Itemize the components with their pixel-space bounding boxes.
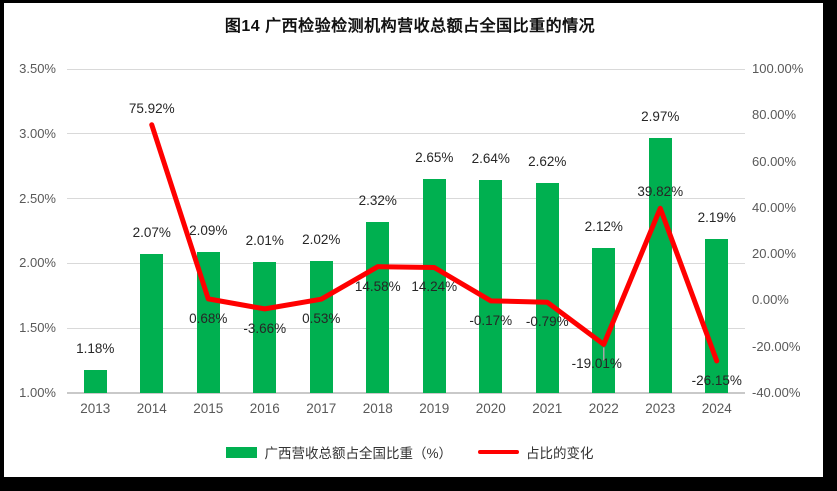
chart-canvas xyxy=(4,3,823,477)
gridline xyxy=(67,133,745,135)
bar xyxy=(83,369,107,393)
y-axis-tick-left: 2.00% xyxy=(19,255,56,271)
line-data-label: -26.15% xyxy=(691,372,742,388)
x-axis-label: 2019 xyxy=(419,401,450,416)
legend-line-swatch-icon xyxy=(478,450,519,454)
chart-title: 图14 广西检验检测机构营收总额占全国比重的情况 xyxy=(224,18,596,35)
line-data-label: 14.58% xyxy=(354,278,401,294)
legend-bar-series-label: 广西营收总额占全国比重（%） xyxy=(264,446,452,461)
y-axis-tick-right: 80.00% xyxy=(752,107,797,123)
bar xyxy=(648,137,672,393)
line-data-label: 0.68% xyxy=(189,310,228,326)
bar xyxy=(253,262,277,393)
gridline xyxy=(67,262,745,264)
y-axis-tick-left: 1.50% xyxy=(19,320,56,336)
line-data-label: 39.82% xyxy=(637,184,684,200)
x-axis-label: 2023 xyxy=(645,401,676,416)
bar-data-label: 2.97% xyxy=(641,108,680,124)
bar xyxy=(705,238,729,393)
line-data-label: 14.24% xyxy=(411,279,458,295)
x-axis-label: 2016 xyxy=(249,401,280,416)
bar xyxy=(140,254,164,393)
y-axis-tick-right: 20.00% xyxy=(752,246,797,262)
x-axis-label: 2020 xyxy=(475,401,506,416)
x-axis-line xyxy=(67,392,745,394)
bar-data-label: 2.62% xyxy=(528,154,567,170)
x-axis-label: 2014 xyxy=(136,401,167,416)
x-axis-label: 2024 xyxy=(701,401,732,416)
line-data-label: -19.01% xyxy=(571,356,622,372)
x-axis-label: 2021 xyxy=(532,401,563,416)
line-data-label: -0.17% xyxy=(469,312,513,328)
x-axis-label: 2013 xyxy=(80,401,111,416)
legend: 广西营收总额占全国比重（%） 占比的变化 xyxy=(0,443,820,461)
line-data-label: 75.92% xyxy=(128,100,175,116)
bar-data-label: 2.02% xyxy=(302,231,341,247)
bar xyxy=(422,179,446,393)
bar xyxy=(479,180,503,393)
bar-data-label: 2.64% xyxy=(471,151,510,167)
y-axis-tick-left: 1.00% xyxy=(19,385,56,400)
trend-line xyxy=(149,122,720,364)
line-data-label: 0.53% xyxy=(302,311,341,327)
x-axis-label: 2022 xyxy=(588,401,619,416)
bar-data-label: 2.12% xyxy=(584,218,623,234)
x-axis-label: 2015 xyxy=(193,401,224,416)
gridline xyxy=(67,68,745,70)
bar-data-label: 2.32% xyxy=(358,192,397,208)
y-axis-tick-right: 100.00% xyxy=(752,61,804,76)
y-axis-tick-right: -40.00% xyxy=(752,385,801,400)
gridline xyxy=(67,198,745,200)
y-axis-tick-right: 0.00% xyxy=(752,292,789,308)
y-axis-tick-left: 3.50% xyxy=(19,61,56,76)
y-axis-tick-left: 3.00% xyxy=(19,125,56,141)
y-axis-tick-right: 60.00% xyxy=(752,153,797,169)
bar xyxy=(592,247,616,393)
bar-data-label: 2.01% xyxy=(245,233,284,249)
line-data-label: -3.66% xyxy=(243,320,287,336)
x-axis-label: 2018 xyxy=(362,401,393,416)
y-axis-tick-left: 2.50% xyxy=(19,190,56,206)
bar xyxy=(535,183,559,393)
gridline xyxy=(67,327,745,329)
trend-line-layer xyxy=(149,122,720,364)
bar-data-label: 2.09% xyxy=(189,222,228,238)
legend-bar-swatch-icon xyxy=(226,446,258,458)
x-axis-label: 2017 xyxy=(306,401,337,416)
bar-data-label: 1.18% xyxy=(76,340,115,356)
y-axis-tick-right: 40.00% xyxy=(752,199,797,215)
line-data-label: -0.79% xyxy=(525,314,569,330)
y-axis-tick-right: -20.00% xyxy=(752,338,801,354)
legend-line-series-label: 占比的变化 xyxy=(526,446,594,461)
bar-data-label: 2.19% xyxy=(697,209,736,225)
bar-data-label: 2.07% xyxy=(132,225,171,241)
bar-data-label: 2.65% xyxy=(415,150,454,166)
